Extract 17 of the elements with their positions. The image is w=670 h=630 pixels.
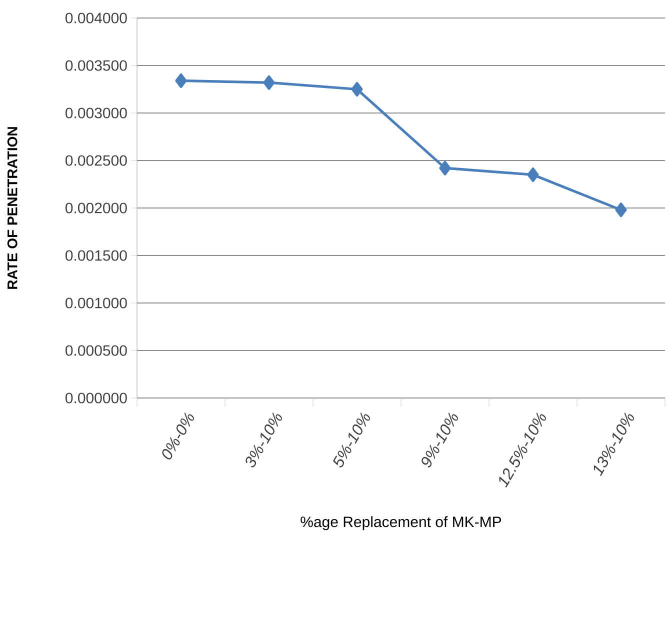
point [527,167,539,182]
y-tick-label: 0.004000 [66,12,127,24]
y-tick-label: 0.000000 [66,392,127,404]
y-tick-label: 0.003000 [66,108,127,118]
y-axis-title: RATE OF PENETRATION [7,127,18,289]
y-tick-label: 0.001500 [66,250,127,261]
y-tick-label: 0.002500 [66,155,127,166]
point [263,75,275,90]
y-tick-label: 0.003500 [66,60,127,71]
point [439,160,451,176]
x-axis-title: %age Replacement of MK-MP [300,516,502,530]
y-tick-label: 0.002000 [66,202,127,214]
point [615,202,627,218]
point [351,82,363,97]
point [175,73,187,88]
y-tick-label: 0.001000 [66,298,127,308]
y-tick-label: 0.000500 [66,345,127,356]
